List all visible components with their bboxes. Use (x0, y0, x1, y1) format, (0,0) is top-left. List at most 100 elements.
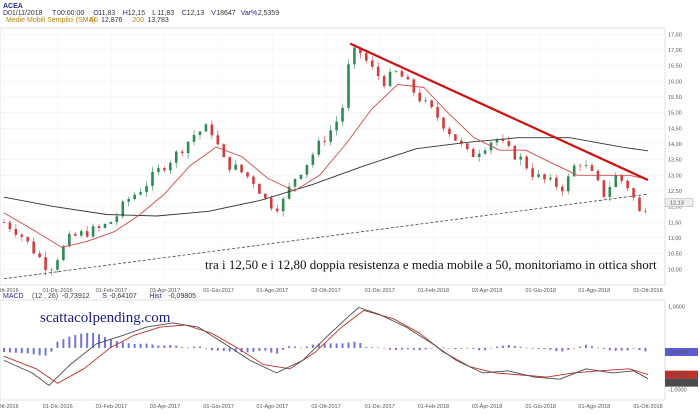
candle[interactable] (430, 99, 433, 110)
candle[interactable] (20, 233, 24, 242)
candle[interactable] (382, 73, 386, 89)
candle[interactable] (26, 236, 30, 245)
candle[interactable] (400, 69, 404, 77)
candle[interactable] (246, 171, 249, 179)
candle[interactable] (317, 137, 321, 158)
candle[interactable] (376, 61, 380, 81)
candle[interactable] (133, 192, 136, 201)
candle[interactable] (566, 173, 570, 195)
candle[interactable] (436, 102, 439, 121)
candle[interactable] (412, 78, 416, 97)
candle[interactable] (204, 122, 208, 132)
candle[interactable] (14, 224, 18, 239)
candle[interactable] (424, 97, 427, 104)
support-line[interactable] (3, 193, 649, 280)
candle[interactable] (68, 231, 71, 248)
candle[interactable] (121, 199, 125, 219)
signal-line[interactable] (3, 309, 649, 384)
candle[interactable] (418, 88, 422, 103)
candle[interactable] (608, 181, 612, 202)
candle[interactable] (8, 219, 12, 232)
sma50-line[interactable] (3, 83, 649, 248)
candle[interactable] (341, 105, 344, 126)
candle[interactable] (109, 221, 113, 225)
candle[interactable] (525, 154, 528, 171)
candle[interactable] (614, 172, 618, 188)
sma200-line[interactable] (3, 137, 649, 217)
candle[interactable] (252, 175, 255, 189)
candle[interactable] (32, 237, 35, 255)
candle[interactable] (335, 116, 338, 136)
macd-line[interactable] (3, 307, 649, 386)
candle[interactable] (198, 130, 202, 140)
candle[interactable] (329, 125, 332, 146)
candle[interactable] (91, 223, 95, 238)
candle[interactable] (97, 223, 101, 233)
candle[interactable] (44, 251, 47, 276)
candle[interactable] (323, 135, 327, 146)
price-x-axis[interactable]: 03-Ott-2016 01-Dic-2016 01-Feb-2017 03-Apr-… (0, 288, 663, 294)
candle[interactable] (531, 163, 534, 181)
sma200-path[interactable] (3, 137, 649, 217)
candle[interactable] (151, 166, 154, 191)
candle[interactable] (145, 181, 148, 197)
candle[interactable] (305, 164, 309, 179)
candle[interactable] (216, 130, 220, 146)
candle[interactable] (602, 179, 606, 199)
candle[interactable] (139, 187, 142, 196)
candle[interactable] (489, 141, 493, 155)
resistance-trendline[interactable] (349, 42, 649, 182)
candle[interactable] (549, 174, 552, 182)
candle[interactable] (38, 250, 41, 259)
candle[interactable] (454, 134, 457, 141)
candle[interactable] (103, 223, 107, 230)
candle[interactable] (632, 187, 635, 201)
candle[interactable] (2, 219, 6, 224)
candle[interactable] (537, 170, 540, 179)
candle[interactable] (353, 44, 356, 70)
candle[interactable] (626, 179, 629, 192)
candle[interactable] (483, 147, 487, 156)
price-y-axis[interactable]: 10,00 10,50 11,00 11,50 12,00 12,50 13,00 13,50… (668, 32, 682, 273)
candle[interactable] (210, 120, 214, 140)
sma50-path[interactable] (3, 83, 649, 248)
candle[interactable] (638, 194, 641, 212)
candle[interactable] (258, 182, 261, 194)
macd-x-axis[interactable]: 03-Ott-2016 01-Dic-2016 01-Feb-2017 03-Apr-… (0, 404, 663, 410)
candle[interactable] (477, 149, 481, 162)
candle[interactable] (157, 164, 160, 176)
candle[interactable] (50, 267, 53, 276)
candle[interactable] (513, 144, 517, 161)
candle[interactable] (590, 162, 594, 172)
candle[interactable] (228, 156, 231, 173)
candle[interactable] (269, 195, 273, 211)
candle[interactable] (186, 141, 190, 159)
candle[interactable] (180, 149, 184, 157)
candle[interactable] (388, 68, 392, 88)
candle[interactable] (620, 174, 623, 184)
candle[interactable] (406, 73, 410, 80)
candle[interactable] (394, 70, 398, 73)
candle[interactable] (275, 204, 279, 214)
macd-histogram[interactable] (3, 332, 647, 356)
candle[interactable] (572, 163, 576, 177)
candle[interactable] (519, 153, 523, 165)
candle[interactable] (543, 173, 546, 184)
candle[interactable] (370, 56, 374, 70)
candle[interactable] (79, 229, 83, 238)
candle[interactable] (234, 159, 237, 171)
candle[interactable] (73, 232, 77, 237)
candle[interactable] (240, 164, 243, 174)
support-trendline[interactable] (3, 193, 649, 280)
candle[interactable] (644, 208, 647, 214)
candle[interactable] (163, 166, 166, 173)
candle[interactable] (169, 160, 172, 175)
signal-path[interactable] (3, 309, 649, 384)
candle[interactable] (471, 146, 475, 158)
candle[interactable] (281, 196, 285, 217)
candle[interactable] (174, 150, 178, 169)
candle[interactable] (442, 116, 445, 132)
candle[interactable] (460, 138, 463, 147)
candle[interactable] (501, 134, 505, 144)
candle[interactable] (584, 159, 588, 169)
